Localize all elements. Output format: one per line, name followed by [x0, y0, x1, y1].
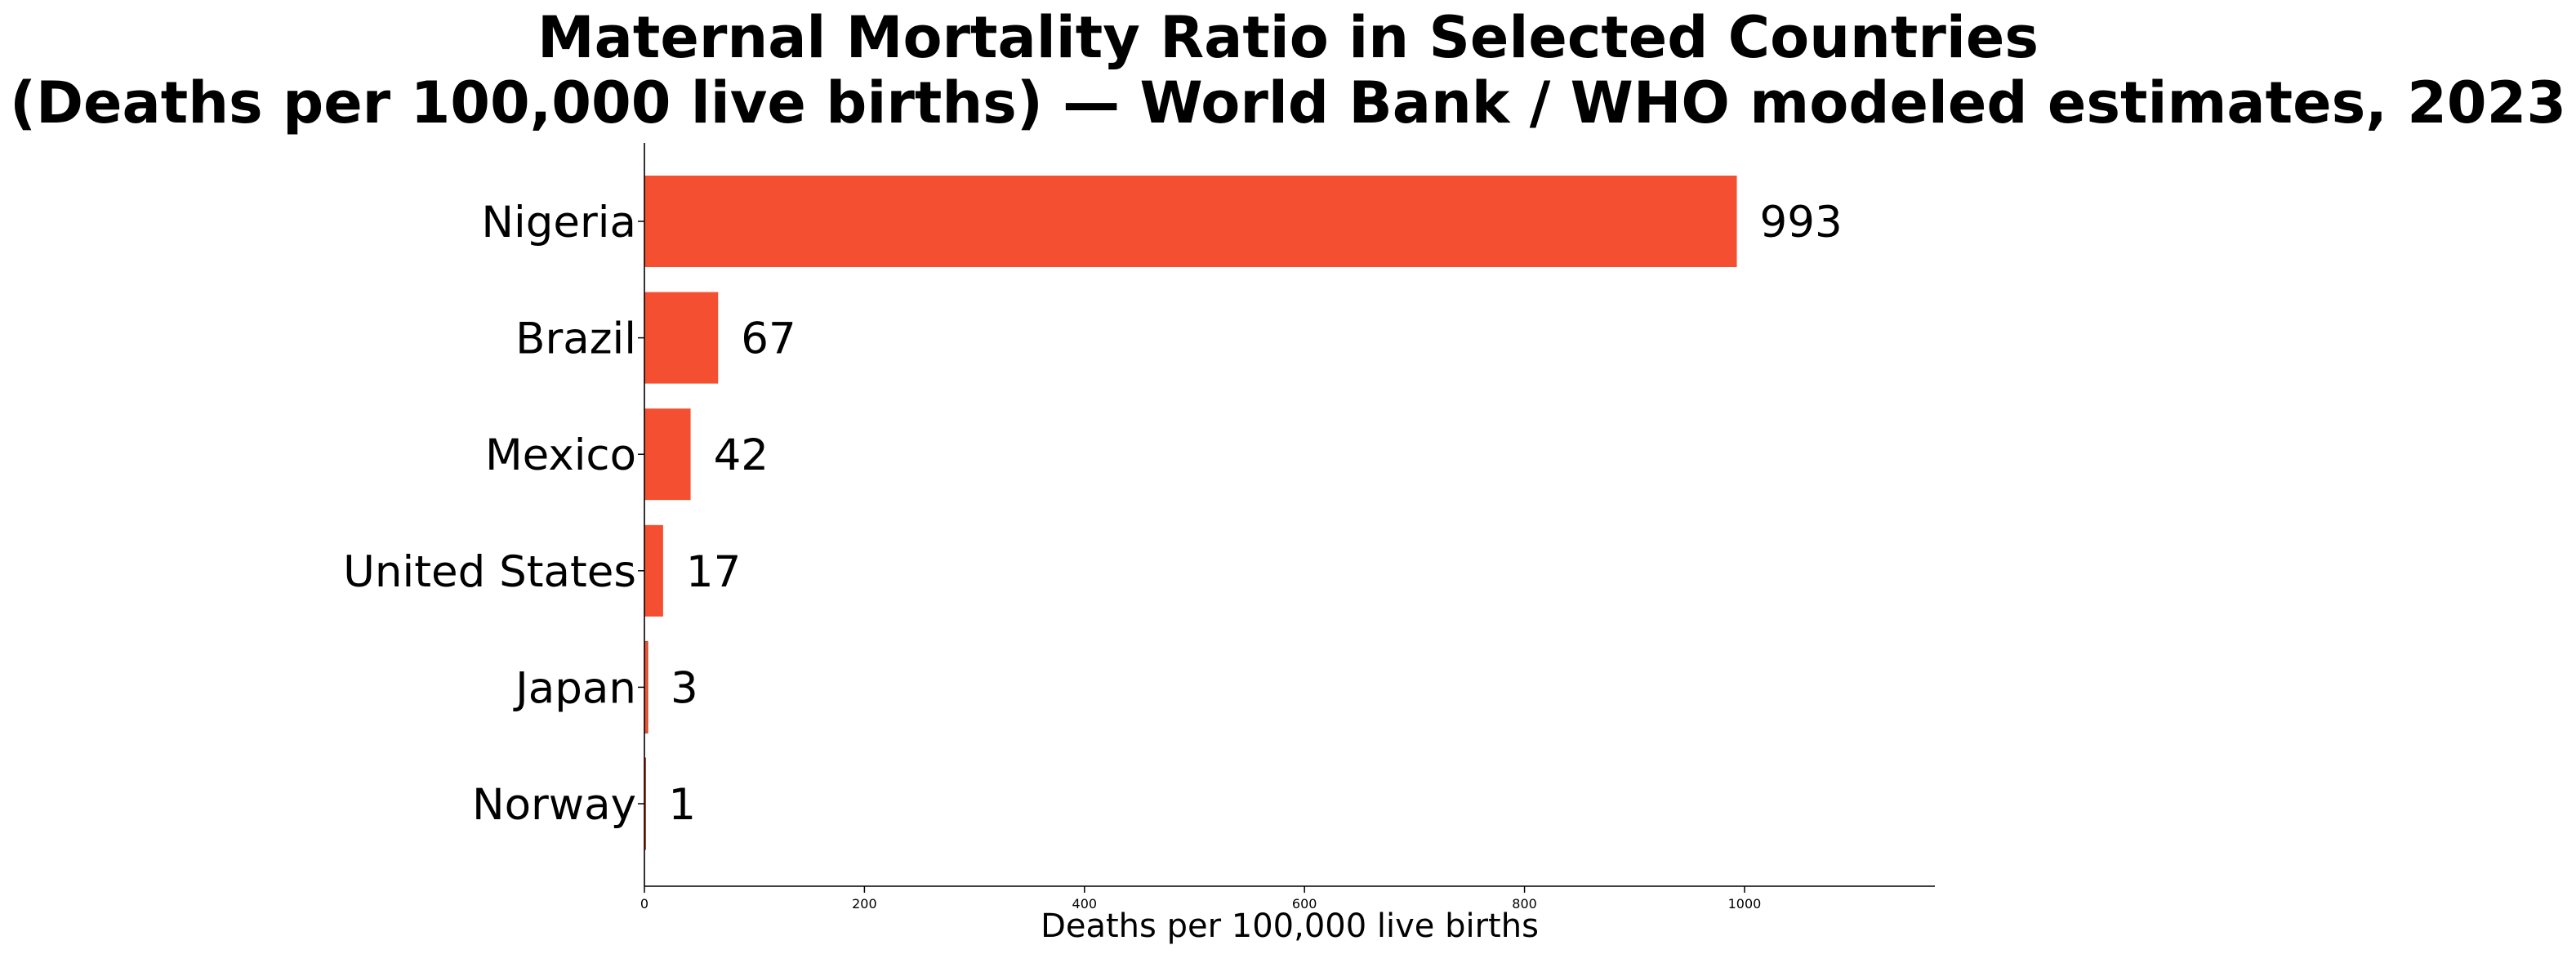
- y-tick-label-japan: Japan: [513, 663, 636, 713]
- data-label-mexico: 42: [714, 430, 769, 480]
- y-tick-label-united-states: United States: [343, 547, 636, 597]
- bar-united-states: [644, 524, 663, 617]
- bar-brazil: [644, 292, 719, 384]
- y-axis: Nigeria Brazil Mexico United States Japan Nor…: [343, 143, 645, 886]
- bars-group: [644, 176, 1737, 850]
- bar-mexico: [644, 408, 691, 501]
- y-tick-label-norway: Norway: [472, 780, 636, 830]
- chart-title-line-1: Maternal Mortality Ratio in Selected Cou…: [537, 4, 2039, 71]
- chart-title-line-2: (Deaths per 100,000 live births) — World…: [9, 69, 2567, 136]
- chart-title: Maternal Mortality Ratio in Selected Cou…: [0, 5, 2576, 136]
- x-tick-label: 0: [640, 896, 648, 912]
- x-tick-label: 400: [1072, 896, 1098, 912]
- data-label-nigeria: 993: [1760, 198, 1843, 247]
- data-label-brazil: 67: [741, 314, 796, 364]
- x-tick-label: 800: [1512, 896, 1537, 912]
- x-tick-label: 1000: [1728, 896, 1762, 912]
- x-tick-label: 600: [1292, 896, 1317, 912]
- data-labels-group: 993 67 42 17 3 1: [668, 198, 1842, 830]
- bar-nigeria: [644, 176, 1737, 267]
- x-axis-label: Deaths per 100,000 live births: [1041, 907, 1539, 945]
- data-label-norway: 1: [668, 780, 696, 830]
- data-label-united-states: 17: [686, 547, 741, 597]
- x-tick-label: 200: [852, 896, 877, 912]
- x-axis: 0 200 400 600 800 1000: [640, 885, 1935, 912]
- y-tick-label-mexico: Mexico: [485, 430, 636, 480]
- data-label-japan: 3: [671, 663, 698, 713]
- y-tick-label-nigeria: Nigeria: [481, 198, 636, 247]
- y-tick-label-brazil: Brazil: [515, 314, 636, 364]
